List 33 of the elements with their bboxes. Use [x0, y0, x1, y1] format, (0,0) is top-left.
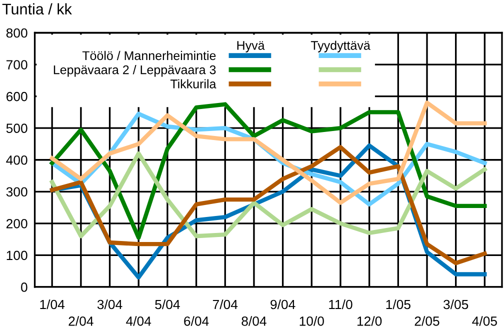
annotation: Hyvä [237, 41, 265, 52]
legend-label: Leppävaara 2 / Leppävaara 3 [54, 65, 216, 77]
y-tick-label: 800 [6, 28, 28, 38]
legend-label: Töölö / Mannerheimintie [82, 50, 216, 60]
y-tick-label: 700 [6, 60, 28, 70]
x-tick-label: 7/04 [212, 299, 238, 310]
legend-label: Tikkurila [170, 79, 216, 88]
x-tick-label: 9/04 [270, 299, 296, 310]
y-tick-label: 0 [21, 282, 28, 292]
y-axis-title: Tuntia / kk [2, 3, 72, 15]
line-series [50, 151, 487, 238]
line-series [50, 102, 487, 240]
x-tick-label: 10/0 [300, 316, 324, 326]
y-tick-label: 100 [6, 250, 28, 260]
x-tick-label: 5/04 [155, 299, 180, 310]
y-tick-label: 300 [6, 187, 28, 197]
x-tick-label: 4/04 [126, 316, 152, 326]
x-tick-label: 2/05 [414, 316, 440, 326]
x-tick-label: 8/04 [242, 316, 266, 326]
x-tick-label: 3/05 [444, 299, 468, 310]
x-tick-label: 11/0 [329, 299, 352, 310]
x-tick-label: 6/04 [184, 316, 209, 326]
y-tick-label: 200 [6, 218, 28, 228]
annotation: Tyydyttävä [310, 40, 370, 52]
y-tick-label: 500 [6, 124, 28, 134]
x-tick-label: 1/05 [386, 299, 410, 310]
y-tick-label: 400 [6, 155, 28, 165]
x-tick-label: 1/04 [40, 299, 65, 310]
x-tick-label: 12/0 [357, 316, 382, 326]
x-tick-label: 2/04 [68, 316, 94, 326]
y-tick-label: 600 [6, 92, 28, 102]
x-tick-label: 4/05 [472, 316, 497, 326]
x-tick-label: 3/04 [97, 299, 122, 310]
